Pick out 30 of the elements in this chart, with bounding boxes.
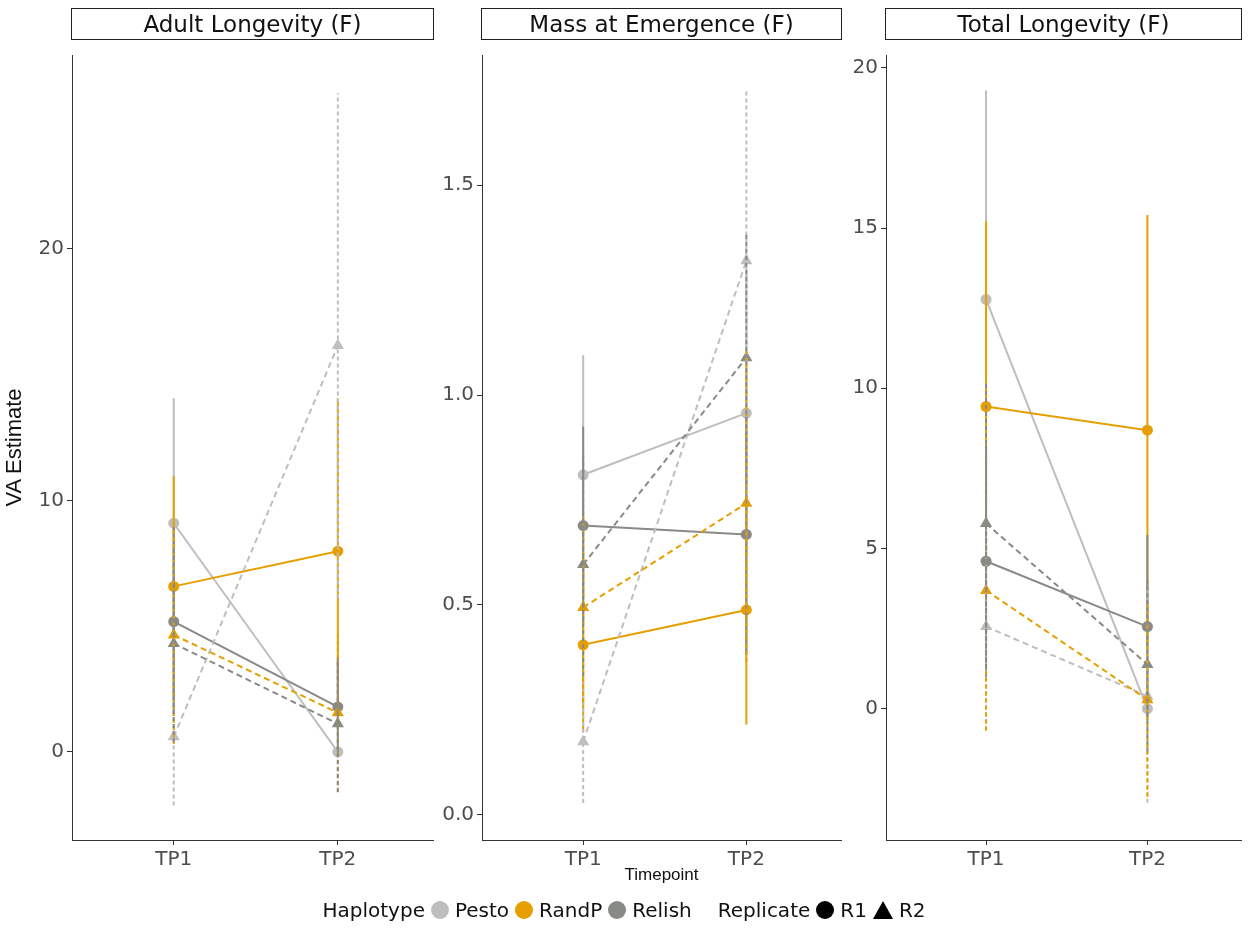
y-tick-label: 0 xyxy=(51,738,64,763)
y-tick-label: 1.0 xyxy=(442,381,474,406)
x-axis-title: Timepoint xyxy=(624,865,699,885)
y-tick-label: 20 xyxy=(38,234,64,259)
x-tick-label: TP1 xyxy=(563,846,602,871)
x-tick-label: TP2 xyxy=(1127,846,1166,871)
y-tick-label: 1.5 xyxy=(442,171,474,196)
y-tick-label: 5 xyxy=(865,534,878,559)
chart-title: Mass at Emergence (F) xyxy=(481,8,842,40)
chart-title: Total Longevity (F) xyxy=(885,8,1242,40)
x-tick-label: TP2 xyxy=(318,846,357,871)
y-tick-label: 10 xyxy=(38,486,64,511)
y-tick-label: 0.5 xyxy=(442,591,474,616)
chart-title: Adult Longevity (F) xyxy=(71,8,434,40)
text: R2 xyxy=(898,898,926,922)
y-tick-label: 20 xyxy=(852,54,878,79)
y-tick-label: 0 xyxy=(865,694,878,719)
y-axis-title: VA Estimate xyxy=(1,388,27,507)
text: R1 xyxy=(840,898,867,922)
y-tick-label: 0.0 xyxy=(442,801,474,826)
legend-label: Relish xyxy=(632,898,692,922)
x-tick-label: TP2 xyxy=(726,846,765,871)
x-tick-label: TP1 xyxy=(154,846,193,871)
text: Replicate xyxy=(717,898,811,922)
x-tick-label: TP1 xyxy=(966,846,1005,871)
legend-label: Pesto xyxy=(454,898,510,922)
legend-title: Haplotype xyxy=(322,898,425,922)
y-tick-label: 15 xyxy=(852,214,878,239)
legend-label: RandP xyxy=(539,898,603,922)
y-tick-label: 10 xyxy=(852,374,878,399)
